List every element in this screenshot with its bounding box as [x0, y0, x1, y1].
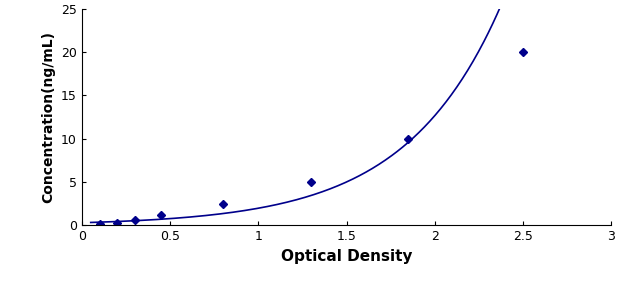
Y-axis label: Concentration(ng/mL): Concentration(ng/mL) — [42, 31, 55, 203]
X-axis label: Optical Density: Optical Density — [281, 249, 412, 264]
